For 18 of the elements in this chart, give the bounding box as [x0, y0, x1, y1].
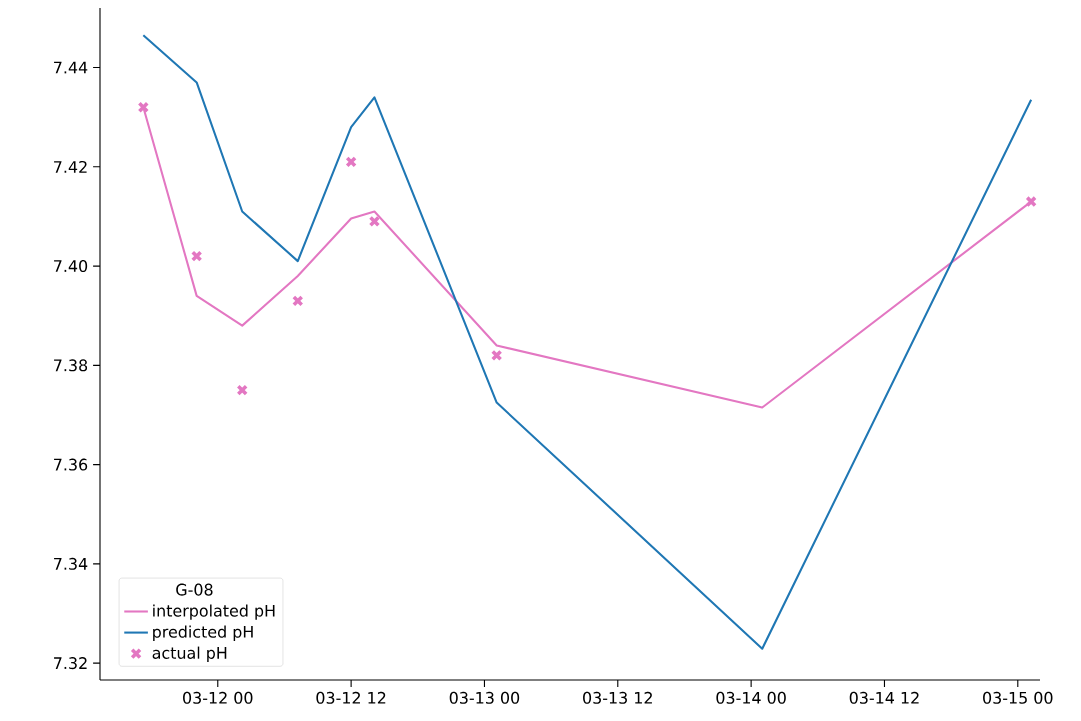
y-tick-label: 7.36 — [54, 458, 88, 471]
legend-label: predicted pH — [153, 625, 253, 641]
y-tick-label: 7.38 — [54, 359, 88, 372]
x-tick-label: 03-14 12 — [849, 691, 919, 704]
x-tick-label: 03-13 12 — [583, 691, 652, 704]
y-tick-label: 7.42 — [54, 160, 87, 173]
legend-label: actual pH — [152, 646, 227, 662]
x-tick-label: 03-13 00 — [449, 691, 520, 704]
y-tick-label: 7.32 — [54, 657, 87, 670]
legend-label: interpolated pH — [153, 604, 275, 620]
legend-title: G-08 — [176, 583, 213, 596]
y-tick-label: 7.34 — [54, 557, 88, 570]
y-tick-label: 7.44 — [54, 61, 88, 74]
x-tick-label: 03-12 00 — [183, 691, 253, 704]
x-tick-label: 03-12 12 — [316, 691, 386, 704]
y-tick-label: 7.40 — [54, 260, 88, 273]
x-tick-label: 03-14 00 — [716, 691, 786, 704]
x-tick-label: 03-15 00 — [983, 691, 1053, 704]
